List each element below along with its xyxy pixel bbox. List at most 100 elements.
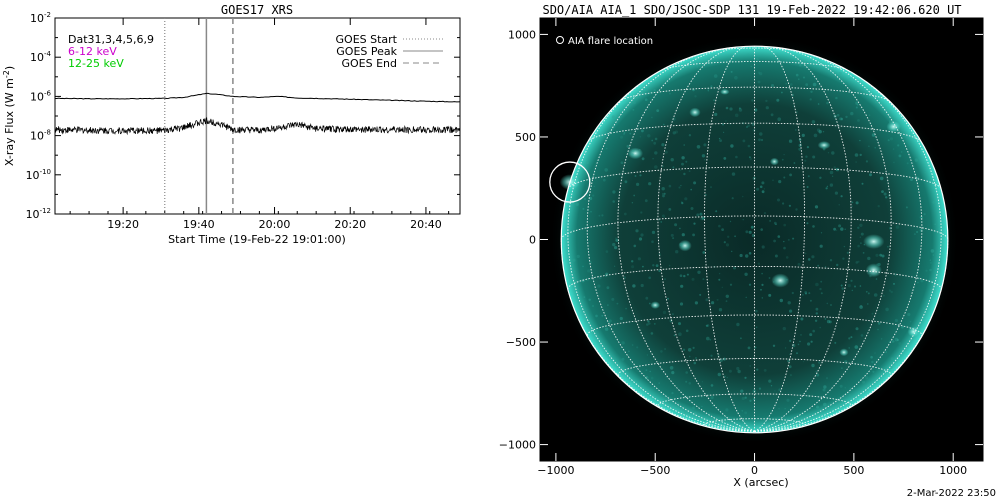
disk-texture — [774, 390, 776, 392]
disk-texture — [894, 273, 897, 276]
disk-texture — [865, 160, 869, 163]
disk-texture — [663, 192, 666, 195]
disk-texture — [860, 232, 864, 236]
disk-texture — [835, 168, 838, 171]
disk-texture — [761, 245, 765, 249]
disk-texture — [662, 194, 665, 198]
disk-texture — [870, 355, 873, 359]
disk-texture — [607, 304, 609, 306]
disk-texture — [810, 340, 813, 343]
disk-texture — [792, 237, 795, 240]
disk-texture — [822, 388, 826, 392]
disk-texture — [879, 176, 884, 181]
disk-texture — [932, 201, 936, 204]
disk-texture — [685, 380, 688, 383]
disk-texture — [845, 115, 848, 119]
disk-texture — [871, 360, 874, 364]
disk-texture — [812, 225, 815, 228]
disk-texture — [826, 101, 829, 105]
disk-texture — [783, 240, 785, 243]
disk-texture — [725, 243, 730, 247]
disk-texture — [734, 113, 739, 118]
disk-texture — [763, 188, 766, 190]
disk-texture — [791, 93, 795, 97]
disk-texture — [825, 266, 827, 268]
active-region — [839, 348, 849, 357]
disk-texture — [774, 254, 778, 258]
disk-texture — [827, 152, 830, 154]
disk-texture — [699, 212, 703, 216]
disk-texture — [713, 74, 718, 78]
disk-texture — [623, 131, 626, 134]
disk-texture — [822, 147, 826, 151]
disk-texture — [694, 95, 697, 98]
disk-texture — [742, 219, 744, 221]
disk-texture — [723, 241, 726, 244]
disk-texture — [789, 309, 793, 313]
disk-texture — [859, 153, 862, 157]
disk-texture — [642, 265, 644, 268]
disk-texture — [612, 200, 615, 203]
flare-legend-label: AIA flare location — [568, 36, 653, 47]
disk-texture — [674, 223, 678, 227]
goes-legend-marker-label: GOES End — [341, 57, 397, 70]
disk-texture — [640, 283, 644, 288]
disk-texture — [646, 323, 649, 326]
disk-texture — [683, 411, 687, 414]
disk-texture — [693, 181, 697, 185]
disk-texture — [693, 411, 697, 415]
disk-texture — [635, 229, 639, 233]
disk-texture — [605, 250, 609, 253]
disk-texture — [817, 103, 820, 105]
disk-texture — [809, 333, 813, 337]
disk-texture — [578, 291, 580, 293]
disk-texture — [836, 113, 840, 117]
disk-texture — [773, 239, 776, 243]
disk-texture — [877, 205, 880, 208]
disk-texture — [826, 319, 831, 324]
disk-texture — [723, 157, 727, 160]
disk-texture — [717, 354, 721, 358]
disk-texture — [763, 369, 767, 372]
aia-ytick-label: 1000 — [508, 28, 536, 41]
disk-texture — [734, 76, 738, 80]
disk-texture — [653, 89, 656, 92]
disk-texture — [703, 143, 707, 147]
disk-texture — [651, 230, 656, 234]
disk-texture — [686, 273, 689, 276]
disk-texture — [756, 187, 760, 191]
disk-texture — [782, 326, 786, 331]
disk-texture — [835, 229, 838, 231]
disk-texture — [789, 353, 791, 355]
disk-texture — [771, 84, 774, 87]
grid-line — [754, 63, 942, 432]
disk-texture — [604, 168, 608, 172]
flare-circle — [549, 161, 591, 203]
disk-texture — [688, 170, 691, 173]
disk-texture — [909, 320, 912, 323]
disk-texture — [650, 376, 654, 380]
disk-texture — [725, 300, 728, 302]
disk-texture — [621, 357, 625, 361]
disk-texture — [839, 384, 843, 388]
disk-texture — [822, 131, 825, 133]
disk-texture — [879, 253, 883, 257]
disk-texture — [768, 277, 771, 279]
disk-texture — [631, 202, 634, 204]
disk-texture — [803, 76, 805, 79]
active-region — [650, 301, 661, 309]
aia-xlabel: X (arcsec) — [733, 476, 788, 489]
disk-texture — [760, 228, 763, 231]
disk-texture — [818, 130, 822, 134]
disk-texture — [644, 376, 649, 380]
disk-texture — [725, 106, 729, 110]
heliographic-grid — [560, 45, 949, 434]
disk-texture — [688, 134, 692, 137]
disk-texture — [615, 237, 617, 240]
disk-texture — [747, 144, 751, 148]
disk-texture — [715, 59, 719, 63]
disk-texture — [648, 302, 651, 305]
disk-texture — [633, 244, 637, 248]
disk-texture — [661, 143, 665, 147]
